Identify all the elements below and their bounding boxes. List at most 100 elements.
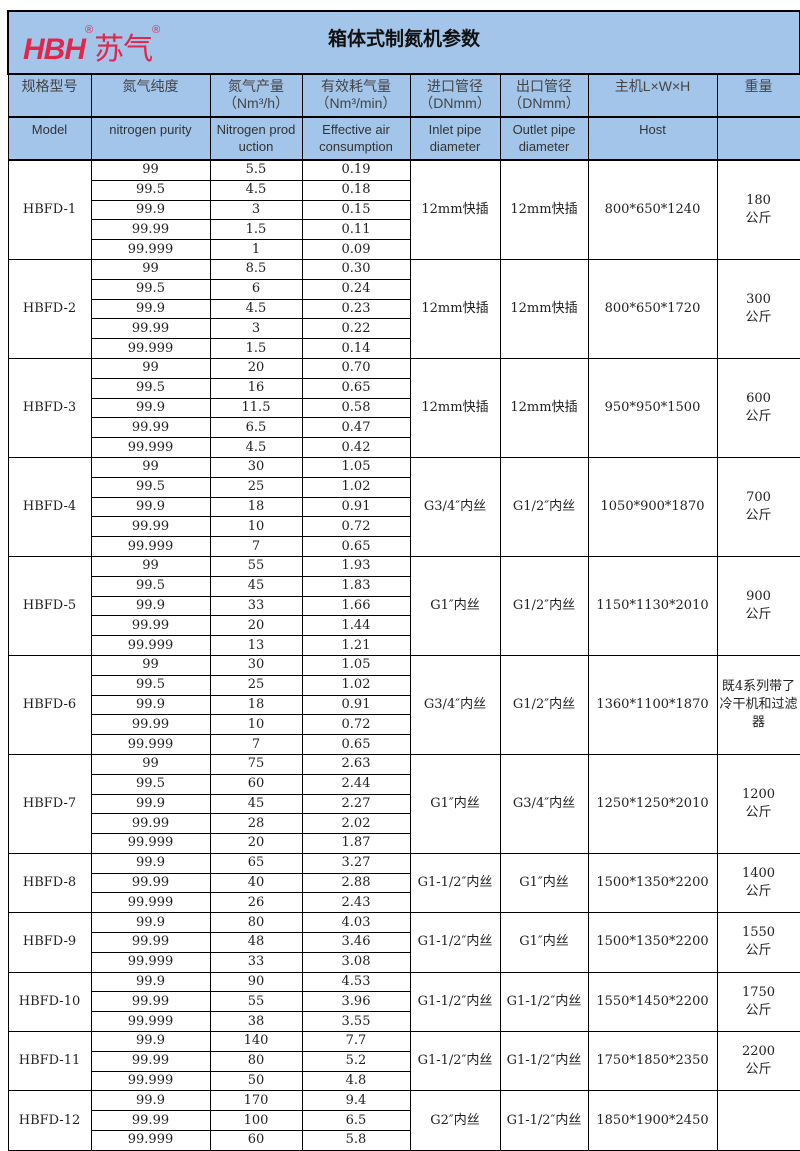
purity-cell: 99.99 <box>90 1050 211 1072</box>
title-cell: HBH®苏气® 箱体式制氮机参数 <box>7 10 800 75</box>
table-row: 99.99 80 5.2 <box>8 1050 800 1072</box>
table-row: 99.5 6 0.24 <box>8 278 800 300</box>
inlet-cell: G1-1/2″内丝 <box>409 1031 501 1092</box>
production-cell: 90 <box>209 971 303 993</box>
purity-cell: 99 <box>90 753 211 775</box>
spec-document: HBH®苏气® 箱体式制氮机参数 规格型号 氮气纯度 氮气产量 （Nm³/h） 有效耗… <box>7 10 800 1151</box>
model-cell: HBFD-3 <box>7 357 92 458</box>
header-cn: 重量 <box>716 73 800 118</box>
production-cell: 13 <box>209 635 303 656</box>
logo-mark: ® <box>85 24 93 36</box>
outlet-cell: 12mm快插 <box>499 258 589 359</box>
size-cell: 800*650*1240 <box>587 159 718 260</box>
table-row: 99.9 45 2.27 <box>8 793 800 815</box>
outlet-cell: 12mm快插 <box>499 159 589 260</box>
purity-cell: 99.5 <box>90 476 211 498</box>
table-row: 99.999 4.5 0.42 <box>8 437 800 458</box>
weight-cell: 1550 公斤 <box>716 912 800 973</box>
purity-cell: 99.99 <box>90 872 211 894</box>
production-cell: 20 <box>209 833 303 854</box>
consumption-cell: 5.2 <box>301 1050 411 1072</box>
production-cell: 30 <box>209 456 303 478</box>
header-en: nitrogen purity <box>90 116 211 161</box>
consumption-cell: 9.4 <box>301 1090 411 1112</box>
production-cell: 6.5 <box>209 417 303 439</box>
consumption-cell: 4.53 <box>301 971 411 993</box>
production-cell: 33 <box>209 951 303 973</box>
size-cell: 1050*900*1870 <box>587 456 718 557</box>
header-en <box>716 116 800 161</box>
weight-cell <box>716 1090 800 1151</box>
purity-cell: 99.999 <box>90 635 211 656</box>
production-cell: 75 <box>209 753 303 775</box>
table-row: 99.5 4.5 0.18 <box>8 179 800 201</box>
model-cell: HBFD-10 <box>7 971 92 1033</box>
purity-cell: 99.99 <box>90 219 211 241</box>
table-row: 99.999 7 0.65 <box>8 734 800 755</box>
consumption-cell: 2.43 <box>301 892 411 914</box>
header-en: Nitrogen prod uction <box>209 116 303 161</box>
production-cell: 6 <box>209 278 303 300</box>
spec-table: HBH®苏气® 箱体式制氮机参数 规格型号 氮气纯度 氮气产量 （Nm³/h） 有效耗… <box>7 10 800 1151</box>
purity-cell: 99.999 <box>90 1130 211 1151</box>
purity-cell: 99.99 <box>90 991 211 1013</box>
table-row: 99.999 26 2.43 <box>8 892 800 914</box>
consumption-cell: 0.65 <box>301 734 411 755</box>
weight-cell: 1400 公斤 <box>716 852 800 914</box>
production-cell: 45 <box>209 575 303 597</box>
model-cell: HBFD-8 <box>7 852 92 914</box>
table-row: 99.99 40 2.88 <box>8 872 800 894</box>
production-cell: 25 <box>209 674 303 696</box>
production-cell: 65 <box>209 852 303 874</box>
production-cell: 7 <box>209 734 303 755</box>
logo-mark: ® <box>152 24 160 36</box>
purity-cell: 99.999 <box>90 437 211 458</box>
consumption-cell: 0.22 <box>301 318 411 340</box>
production-cell: 4.5 <box>209 437 303 458</box>
consumption-cell: 3.46 <box>301 932 411 953</box>
consumption-cell: 3.27 <box>301 852 411 874</box>
outlet-cell: G1-1/2″内丝 <box>499 1090 589 1151</box>
consumption-cell: 0.72 <box>301 516 411 538</box>
inlet-cell: G1-1/2″内丝 <box>409 912 501 973</box>
production-cell: 7 <box>209 536 303 557</box>
purity-cell: 99.999 <box>90 833 211 854</box>
size-cell: 1750*1850*2350 <box>587 1031 718 1092</box>
inlet-cell: 12mm快插 <box>409 159 501 260</box>
purity-cell: 99.9 <box>90 852 211 874</box>
size-cell: 1150*1130*2010 <box>587 555 718 656</box>
consumption-cell: 1.05 <box>301 654 411 676</box>
production-cell: 1 <box>209 239 303 260</box>
size-cell: 950*950*1500 <box>587 357 718 458</box>
size-cell: 1250*1250*2010 <box>587 753 718 854</box>
table-row: HBFD-10 99.9 90 4.53 G1-1/2″内丝 G1-1/2″内丝 1550*… <box>7 971 800 1033</box>
consumption-cell: 2.27 <box>301 793 411 815</box>
header-cn: 主机L×W×H <box>587 73 718 118</box>
table-row: HBFD-5 99 55 1.93 G1″内丝 G1/2″内丝 1150*1130*2010… <box>7 555 800 656</box>
table-row: 99.999 38 3.55 <box>8 1011 800 1033</box>
inlet-cell: 12mm快插 <box>409 258 501 359</box>
production-cell: 8.5 <box>209 258 303 280</box>
inlet-cell: G3/4″内丝 <box>409 456 501 557</box>
model-cell: HBFD-7 <box>7 753 92 854</box>
consumption-cell: 0.42 <box>301 437 411 458</box>
inlet-cell: G3/4″内丝 <box>409 654 501 755</box>
consumption-cell: 2.63 <box>301 753 411 775</box>
purity-cell: 99.99 <box>90 813 211 835</box>
consumption-cell: 0.18 <box>301 179 411 201</box>
consumption-cell: 1.21 <box>301 635 411 656</box>
consumption-cell: 1.02 <box>301 674 411 696</box>
production-cell: 40 <box>209 872 303 894</box>
outlet-cell: 12mm快插 <box>499 357 589 458</box>
production-cell: 1.5 <box>209 338 303 359</box>
purity-cell: 99.9 <box>90 912 211 934</box>
purity-cell: 99.9 <box>90 1031 211 1052</box>
purity-cell: 99.9 <box>90 199 211 221</box>
table-row: 99.999 60 5.8 <box>8 1130 800 1151</box>
production-cell: 3 <box>209 199 303 221</box>
table-row: HBFD-4 99 30 1.05 G3/4″内丝 G1/2″内丝 1050*900*187… <box>7 456 800 557</box>
table-row: 99.99 28 2.02 <box>8 813 800 835</box>
table-row: 99.99 20 1.44 <box>8 615 800 637</box>
consumption-cell: 2.02 <box>301 813 411 835</box>
table-row: 99.99 10 0.72 <box>8 516 800 538</box>
